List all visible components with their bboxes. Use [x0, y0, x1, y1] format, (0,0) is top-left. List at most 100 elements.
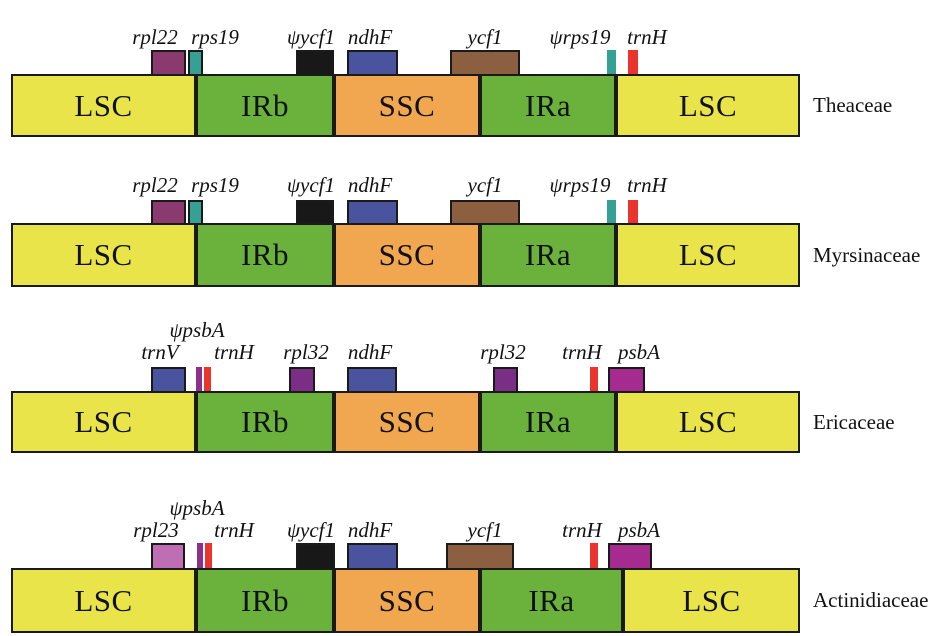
gene-bar-trnH — [628, 50, 638, 74]
region-irb: IRb — [196, 391, 334, 453]
region-lsc-right: LSC — [616, 74, 800, 137]
gene-label-trnH: trnH — [562, 518, 602, 542]
gene-box-rpl22 — [151, 200, 186, 225]
region-label: IRa — [524, 404, 572, 439]
gene-label-ycf1: ycf1 — [467, 173, 503, 197]
region-label: LSC — [678, 87, 738, 123]
family-label-myrsinaceae: Myrsinaceae — [813, 243, 921, 267]
region-label: IRa — [524, 237, 572, 272]
region-ssc: SSC — [334, 74, 480, 137]
region-label: IRb — [241, 582, 289, 618]
region-irb: IRb — [196, 74, 334, 137]
region-irb: IRb — [196, 223, 334, 287]
gene-box-rpl32 — [289, 367, 315, 393]
region-lsc-right: LSC — [623, 568, 800, 633]
gene-label-rps19: rps19 — [191, 25, 239, 49]
region-label: LSC — [678, 404, 738, 439]
gene-box-ndhF — [347, 200, 398, 225]
gene-box-ycf1 — [450, 200, 520, 225]
gene-label-rpl32: rpl32 — [480, 340, 526, 364]
gene-label-trnH: trnH — [214, 340, 254, 364]
gene-box-ycf1 — [450, 50, 520, 76]
gene-label-ycf1: ycf1 — [467, 25, 503, 49]
region-ira: IRa — [480, 391, 616, 453]
gene-label-trnH: trnH — [627, 173, 667, 197]
region-lsc-right: LSC — [616, 391, 800, 453]
gene-label-rpl22: rpl22 — [132, 25, 178, 49]
gene-label-rpl22: rpl22 — [132, 173, 178, 197]
family-label-ericaceae: Ericaceae — [813, 410, 895, 434]
gene-label-psi-ycf1: ψycf1 — [286, 25, 336, 49]
gene-label-ndhF: ndhF — [347, 25, 393, 49]
region-label: SSC — [378, 404, 436, 439]
gene-label-psi-ycf1: ψycf1 — [286, 518, 336, 542]
gene-label-psbA: psbA — [618, 518, 660, 542]
gene-box-rpl32 — [493, 367, 518, 393]
region-label: LSC — [682, 582, 741, 618]
family-label-theaceae: Theaceae — [813, 93, 893, 117]
region-label: IRb — [241, 404, 289, 439]
gene-bar-trnH — [590, 367, 598, 391]
region-ssc: SSC — [334, 568, 480, 633]
gene-box-psbA — [608, 543, 652, 570]
region-ira: IRa — [480, 223, 616, 287]
gene-label-trnH: trnH — [627, 25, 667, 49]
region-lsc-left: LSC — [11, 74, 196, 137]
region-label: SSC — [378, 582, 436, 618]
gene-box-psbA — [608, 367, 645, 393]
gene-label-trnV: trnV — [141, 340, 179, 364]
gene-bar-psi-rps19 — [607, 50, 616, 74]
region-label: LSC — [74, 404, 133, 439]
region-label: LSC — [74, 237, 133, 272]
region-ira: IRa — [480, 568, 623, 633]
gene-box-ycf1 — [446, 543, 514, 570]
gene-box-ndhF — [347, 543, 398, 570]
region-label: IRb — [241, 237, 289, 272]
gene-box-rpl23 — [151, 543, 185, 570]
region-irb: IRb — [196, 568, 334, 633]
family-label-actinidiaceae: Actinidiaceae — [813, 588, 929, 612]
gene-label-ndhF: ndhF — [347, 518, 393, 542]
region-lsc-left: LSC — [11, 223, 196, 287]
region-label: LSC — [74, 582, 133, 618]
gene-label-psi-rps19: ψrps19 — [549, 25, 611, 49]
region-label: SSC — [378, 87, 436, 123]
gene-bar-psi-psbA — [197, 543, 203, 568]
gene-bar-trnH — [205, 543, 212, 568]
region-lsc-right: LSC — [616, 223, 800, 287]
gene-box-rps19 — [188, 200, 203, 225]
gene-label-psbA: psbA — [618, 340, 660, 364]
gene-label-psi-psbA: ψpsbA — [169, 318, 225, 342]
gene-label-psi-rps19: ψrps19 — [549, 173, 611, 197]
region-label: LSC — [678, 237, 738, 272]
gene-label-trnH: trnH — [562, 340, 602, 364]
gene-bar-trnH — [204, 367, 211, 391]
gene-bar-trnH — [628, 200, 638, 223]
gene-box-ndhF — [347, 50, 398, 76]
gene-bar-trnH — [590, 543, 598, 568]
region-lsc-left: LSC — [11, 568, 196, 633]
gene-label-trnH: trnH — [214, 518, 254, 542]
gene-box-psi-ycf1 — [296, 543, 335, 570]
region-ira: IRa — [480, 74, 616, 137]
gene-label-ndhF: ndhF — [347, 340, 393, 364]
region-ssc: SSC — [334, 391, 480, 453]
gene-label-rpl32: rpl32 — [283, 340, 329, 364]
region-lsc-left: LSC — [11, 391, 196, 453]
region-label: LSC — [74, 87, 133, 123]
gene-box-rps19 — [188, 50, 203, 76]
gene-label-rpl23: rpl23 — [133, 518, 179, 542]
region-label: SSC — [378, 237, 436, 272]
gene-label-ndhF: ndhF — [347, 173, 393, 197]
gene-label-psi-psbA: ψpsbA — [169, 496, 225, 520]
gene-label-ycf1: ycf1 — [467, 518, 503, 542]
gene-label-rps19: rps19 — [191, 173, 239, 197]
region-label: IRa — [524, 87, 572, 123]
gene-box-psi-ycf1 — [296, 50, 334, 76]
gene-bar-psi-psbA — [196, 367, 202, 391]
gene-box-trnV — [151, 367, 186, 393]
region-label: IRb — [241, 87, 289, 123]
gene-bar-psi-rps19 — [607, 200, 616, 223]
region-ssc: SSC — [334, 223, 480, 287]
